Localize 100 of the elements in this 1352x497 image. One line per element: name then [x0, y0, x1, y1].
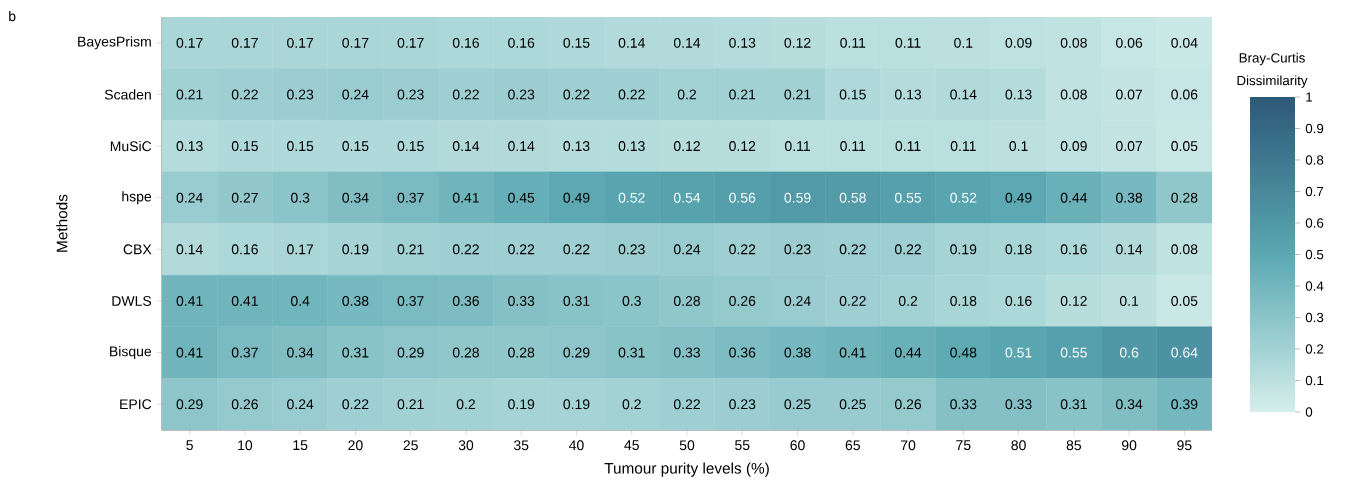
data-label: 0.33 [508, 295, 535, 306]
data-label: 0.36 [452, 295, 479, 306]
data-label: 0.1 [1119, 295, 1139, 306]
x-tick-label: 35 [513, 440, 529, 451]
data-label: 0.31 [563, 295, 590, 306]
data-label: 0.29 [563, 347, 590, 358]
color-bar-label: 0 [1305, 407, 1313, 417]
data-label: 0.21 [729, 89, 756, 100]
data-label: 0.38 [784, 347, 811, 358]
x-tick-label: 25 [403, 440, 418, 451]
y-tick-label: MuSiC [110, 140, 152, 152]
color-bar-label: 1 [1306, 92, 1313, 102]
data-label: 0.44 [894, 347, 922, 358]
data-label: 0.25 [839, 399, 866, 410]
data-label: 0.58 [839, 192, 866, 203]
data-label: 0.17 [176, 37, 203, 48]
data-label: 0.14 [673, 37, 701, 48]
data-label: 0.15 [287, 141, 314, 152]
data-label: 0.12 [673, 141, 700, 152]
data-label: 0.41 [231, 295, 258, 306]
data-label: 0.34 [1116, 399, 1143, 410]
color-bar-title: Bray-Curtis Dissimilarity [1237, 52, 1308, 88]
data-label: 0.49 [563, 192, 590, 203]
x-tick-label: 95 [1177, 440, 1192, 451]
data-label: 0.13 [618, 141, 645, 152]
data-label: 0.13 [894, 89, 922, 100]
data-label: 0.34 [287, 347, 314, 358]
color-bar-label: 0.6 [1305, 218, 1324, 228]
data-label: 0.26 [894, 399, 922, 410]
data-label: 0.34 [342, 192, 369, 203]
data-label: 0.55 [1060, 347, 1087, 358]
data-label: 0.39 [1171, 399, 1198, 410]
data-label: 0.19 [508, 399, 535, 410]
x-tick-label: 70 [900, 440, 916, 451]
data-label: 0.44 [1060, 192, 1088, 203]
data-label: 0.11 [840, 37, 866, 48]
data-label: 0.17 [287, 37, 314, 48]
data-label: 0.19 [563, 399, 590, 410]
data-label: 0.27 [231, 192, 258, 203]
data-label: 0.31 [1060, 399, 1087, 410]
data-label: 0.3 [290, 192, 310, 203]
x-tick-label: 60 [790, 440, 805, 451]
data-label: 0.51 [1005, 347, 1032, 358]
data-label: 0.56 [729, 192, 756, 203]
data-label: 0.28 [1171, 192, 1198, 203]
data-label: 0.11 [895, 141, 921, 152]
color-bar-label: 0.7 [1305, 186, 1324, 197]
data-label: 0.41 [452, 192, 479, 203]
data-label: 0.22 [839, 295, 866, 306]
data-label: 0.24 [287, 399, 314, 410]
data-label: 0.11 [950, 141, 976, 152]
data-label: 0.13 [176, 141, 203, 152]
x-axis-title: Tumour purity levels (%) [604, 462, 769, 477]
data-label: 0.49 [1005, 192, 1032, 203]
data-label: 0.2 [677, 89, 697, 100]
data-label: 0.15 [342, 141, 369, 152]
data-label: 0.13 [729, 37, 756, 48]
data-label: 0.37 [231, 347, 258, 358]
x-tick-label: 20 [348, 440, 363, 451]
data-label: 0.22 [729, 244, 756, 255]
color-bar-label: 0.3 [1305, 312, 1324, 323]
data-label: 0.06 [1171, 89, 1198, 100]
data-label: 0.16 [452, 37, 479, 48]
color-bar-label: 0.5 [1305, 249, 1324, 260]
data-label: 0.14 [508, 141, 535, 152]
x-tick-label: 45 [624, 440, 639, 451]
data-label: 0.13 [563, 141, 590, 152]
data-label: 0.15 [397, 141, 424, 152]
x-tick-label: 85 [1066, 440, 1082, 451]
data-label: 0.14 [950, 89, 977, 100]
data-label: 0.26 [231, 399, 258, 410]
data-label: 0.16 [1060, 244, 1087, 255]
color-bar-label: 0.9 [1305, 123, 1324, 134]
data-label: 0.24 [784, 295, 811, 306]
data-label: 0.36 [729, 347, 756, 358]
data-label: 0.28 [452, 347, 479, 358]
y-tick-label: EPIC [120, 399, 152, 410]
data-label: 0.28 [673, 295, 701, 306]
data-label: 0.11 [840, 141, 866, 152]
data-label: 0.21 [784, 89, 811, 100]
color-bar-label: 0.4 [1305, 281, 1324, 291]
data-label: 0.24 [342, 89, 369, 100]
data-label: 0.11 [895, 37, 921, 48]
data-label: 0.29 [397, 347, 424, 358]
data-label: 0.22 [452, 89, 479, 100]
x-tick-label: 30 [458, 440, 474, 451]
data-label: 0.21 [397, 399, 424, 410]
data-label: 0.14 [618, 37, 645, 48]
data-label: 0.08 [1060, 37, 1087, 48]
data-label: 0.22 [673, 399, 700, 410]
data-label: 0.23 [508, 89, 535, 100]
data-label: 0.08 [1171, 244, 1198, 255]
data-label: 0.12 [784, 37, 811, 48]
x-tick-label: 90 [1121, 440, 1137, 451]
data-label: 0.31 [342, 347, 369, 358]
data-label: 0.11 [784, 141, 810, 152]
color-bar-label: 0.2 [1305, 344, 1324, 354]
data-label: 0.28 [508, 347, 535, 358]
x-tick-label: 50 [679, 440, 695, 451]
data-label: 0.15 [231, 141, 258, 152]
